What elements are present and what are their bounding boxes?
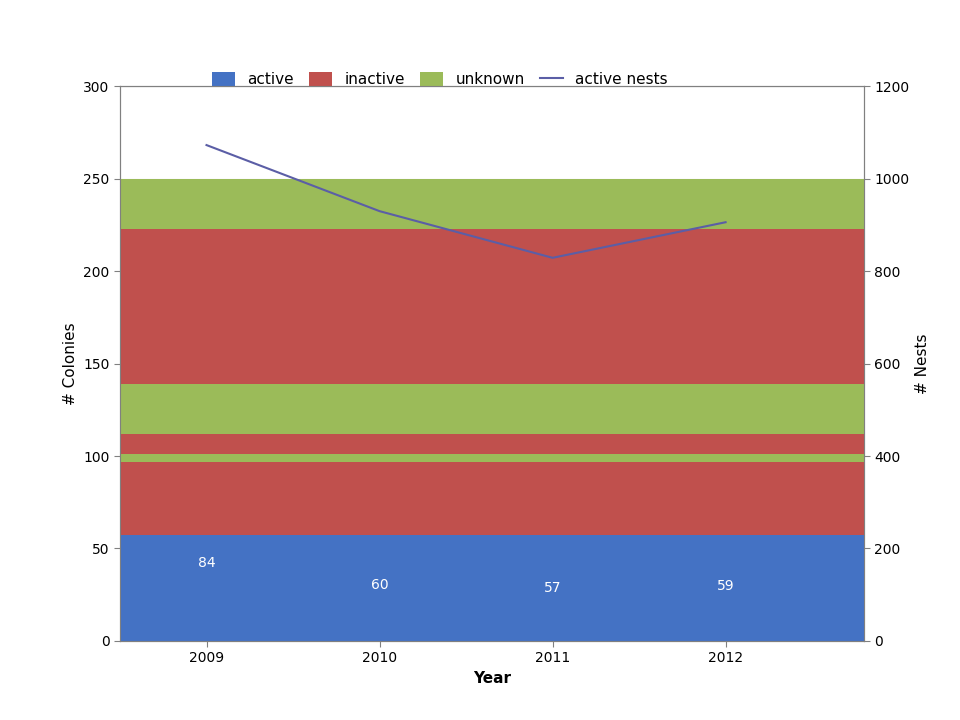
Text: 60: 60 [371,578,389,593]
Bar [0,434,960,532]
Bar [0,532,960,641]
Bar [0,530,960,641]
Bar [0,454,960,459]
Y-axis label: # Colonies: # Colonies [62,323,78,405]
Text: 59: 59 [717,580,734,593]
active nests [373,207,385,215]
Bar [0,485,960,641]
Bar [0,179,960,229]
Bar [0,536,960,641]
Bar [0,459,960,536]
Bar [0,384,960,434]
active nests [547,253,559,262]
Text: 84: 84 [198,556,215,570]
X-axis label: Year: Year [473,671,511,685]
Y-axis label: # Nests: # Nests [915,333,930,394]
Bar [0,229,960,485]
active nests [201,140,212,149]
Legend: active, inactive, unknown, active nests: active, inactive, unknown, active nests [206,66,674,94]
Bar [0,459,960,462]
Text: 57: 57 [543,581,562,595]
active nests [720,218,732,227]
Bar [0,462,960,530]
Line: active nests: active nests [206,145,726,258]
